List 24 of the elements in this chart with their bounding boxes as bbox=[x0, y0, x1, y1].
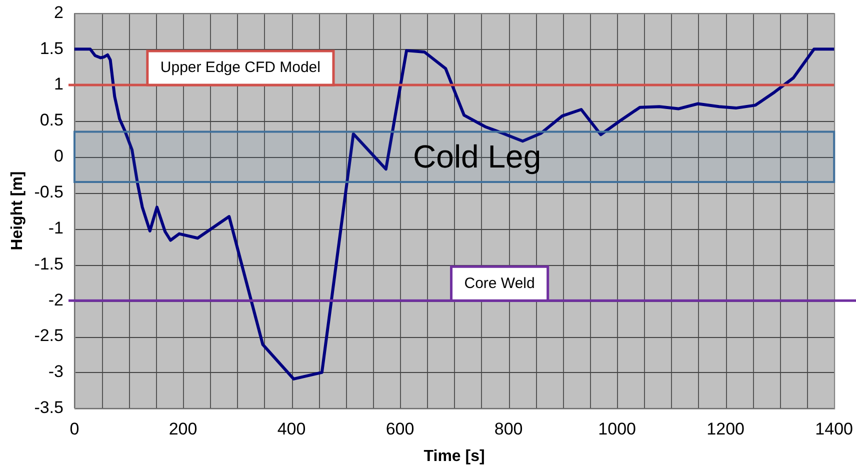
y-tick-label: -0.5 bbox=[34, 182, 64, 202]
ref-line-label: Core Weld bbox=[464, 274, 535, 292]
x-axis-title: Time [s] bbox=[424, 448, 485, 465]
ref-line-label: Upper Edge CFD Model bbox=[160, 59, 320, 76]
y-tick-label: 0.5 bbox=[40, 110, 64, 130]
x-tick-label: 800 bbox=[494, 419, 523, 438]
x-tick-label: 600 bbox=[386, 419, 414, 438]
x-tick-label: 1000 bbox=[598, 419, 636, 438]
x-tick-label: 400 bbox=[277, 419, 306, 438]
y-tick-label: 2 bbox=[54, 2, 64, 22]
y-tick-label: -2 bbox=[48, 290, 64, 310]
y-axis-title: Height [m] bbox=[9, 171, 26, 250]
y-tick-label: -2.5 bbox=[34, 326, 64, 346]
y-tick-label: 0 bbox=[54, 146, 64, 166]
y-tick-label: -3 bbox=[48, 362, 64, 382]
y-tick-label: 1.5 bbox=[40, 38, 64, 58]
y-tick-label: -3.5 bbox=[34, 398, 64, 418]
y-tick-label: -1 bbox=[48, 218, 64, 238]
y-tick-label: -1.5 bbox=[34, 254, 64, 274]
x-tick-label: 200 bbox=[168, 419, 198, 438]
x-tick-label: 0 bbox=[70, 419, 80, 438]
x-tick-label: 1400 bbox=[815, 419, 854, 438]
y-tick-label: 1 bbox=[54, 74, 64, 94]
x-tick-label: 1200 bbox=[706, 419, 744, 438]
